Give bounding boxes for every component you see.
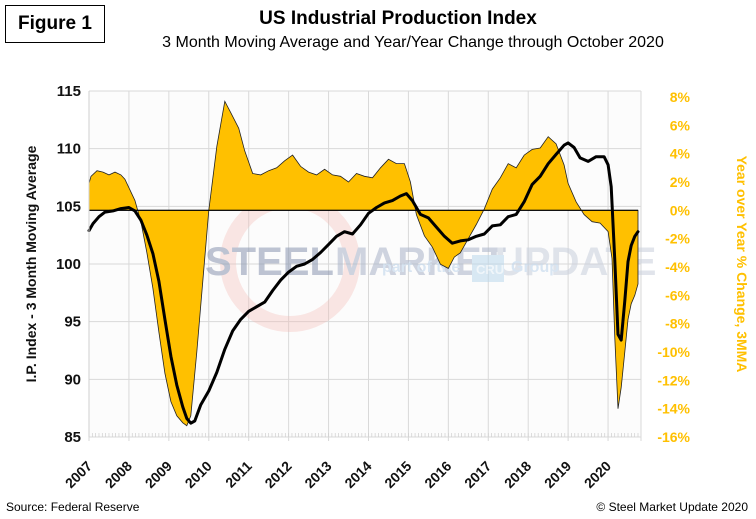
y-tick-label-left: 110 xyxy=(57,141,81,158)
y-tick-label-right: -4% xyxy=(665,259,690,275)
y-tick-label-left: 115 xyxy=(57,83,81,100)
x-tick-label: 2017 xyxy=(461,458,494,491)
chart-subtitle: 3 Month Moving Average and Year/Year Cha… xyxy=(162,34,664,51)
y-tick-label-right: 4% xyxy=(670,146,691,162)
x-tick-label: 2013 xyxy=(301,458,334,491)
y-tick-label-left: 85 xyxy=(64,429,81,446)
source-note: Source: Federal Reserve xyxy=(6,500,140,514)
watermark-cru-text: CRU xyxy=(476,262,504,277)
y-axis-title-left: I.P. Index - 3 Month Moving Average xyxy=(23,145,39,382)
x-tick-label: 2015 xyxy=(381,458,414,491)
y-tick-label-right: 2% xyxy=(670,174,691,190)
x-tick-label: 2009 xyxy=(142,458,175,491)
yoy-area-series xyxy=(88,100,639,427)
y-tick-label-left: 90 xyxy=(64,371,81,388)
ip-line xyxy=(87,141,640,425)
copyright-note: © Steel Market Update 2020 xyxy=(596,500,748,514)
x-tick-label: 2007 xyxy=(62,458,95,491)
x-tick-label: 2012 xyxy=(261,458,294,491)
figure-label: Figure 1 xyxy=(5,5,105,43)
y-tick-label-right: -2% xyxy=(665,231,690,247)
x-tick-label: 2019 xyxy=(541,458,574,491)
y-tick-label-right: -16% xyxy=(657,429,690,445)
x-tick-label: 2014 xyxy=(341,458,374,491)
watermark: STEEL MARKET UPDATE part of the CRU Grou… xyxy=(205,192,656,332)
y-tick-label-left: 100 xyxy=(56,256,81,273)
y-tick-label-right: -8% xyxy=(665,316,690,332)
chart-title: US Industrial Production Index xyxy=(259,8,537,29)
ip-line-series xyxy=(87,141,640,425)
y-tick-label-right: 8% xyxy=(670,89,691,105)
x-tick-label: 2011 xyxy=(222,458,255,491)
x-tick-label: 2020 xyxy=(581,458,614,491)
y-tick-label-right: -12% xyxy=(657,372,690,388)
y-tick-label-right: -10% xyxy=(657,344,690,360)
y-tick-label-left: 95 xyxy=(64,314,81,331)
y-tick-label-right: -6% xyxy=(665,287,690,303)
watermark-tagline-post: Group xyxy=(511,259,559,276)
x-tick-label: 2010 xyxy=(182,458,215,491)
x-tick-label: 2008 xyxy=(102,458,135,491)
y-tick-label-right: -14% xyxy=(657,401,690,417)
watermark-cru-logo xyxy=(472,255,504,282)
watermark-steel: STEEL xyxy=(205,240,334,284)
y-tick-label-right: 0% xyxy=(670,202,691,218)
x-tick-label: 2018 xyxy=(501,458,534,491)
y-axis-title-right: Year over Year % Change, 3MMA xyxy=(734,156,750,373)
y-tick-label-right: 6% xyxy=(670,117,691,133)
x-tick-label: 2016 xyxy=(421,458,454,491)
y-tick-label-left: 105 xyxy=(56,198,81,215)
